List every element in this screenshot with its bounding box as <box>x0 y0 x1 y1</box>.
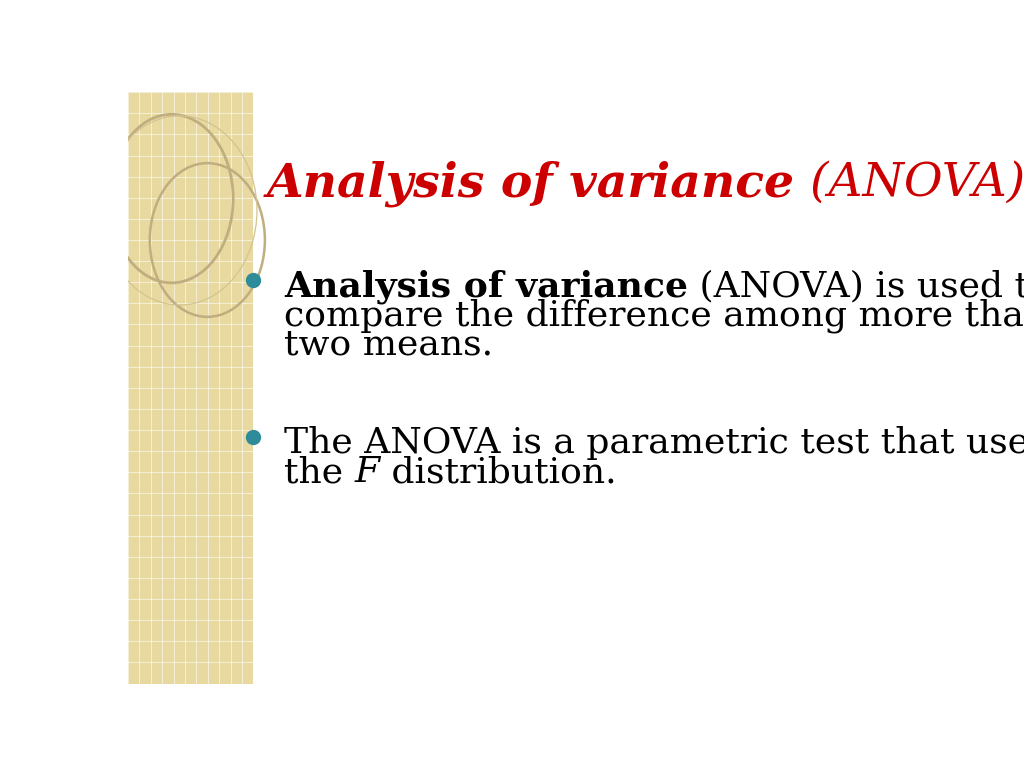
Text: compare the difference among more than: compare the difference among more than <box>285 299 1024 333</box>
Bar <box>128 92 253 684</box>
Text: two means.: two means. <box>285 328 494 362</box>
Text: F: F <box>355 455 380 489</box>
Text: Analysis of variance: Analysis of variance <box>267 161 795 207</box>
Text: (ANOVA) is used to: (ANOVA) is used to <box>688 270 1024 303</box>
Text: the: the <box>285 455 355 489</box>
Text: Analysis of variance: Analysis of variance <box>285 270 688 304</box>
Text: The ANOVA is a parametric test that uses: The ANOVA is a parametric test that uses <box>285 426 1024 460</box>
Text: (ANOVA): (ANOVA) <box>795 161 1024 205</box>
Text: distribution.: distribution. <box>380 455 616 489</box>
